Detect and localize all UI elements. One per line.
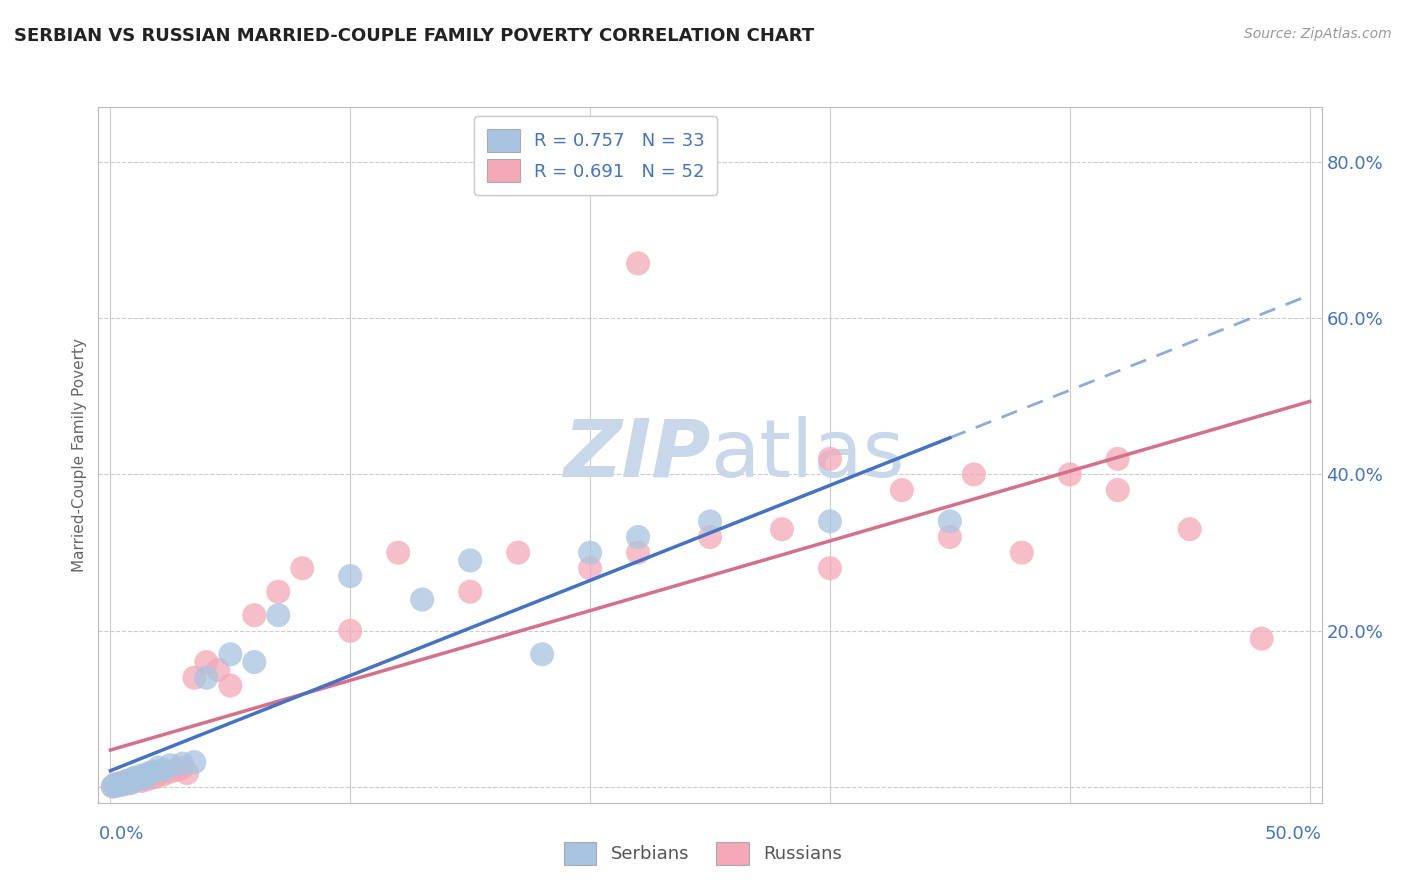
Point [111, 778, 134, 792]
Point [108, 777, 131, 791]
Point [131, 773, 153, 788]
Point [148, 761, 170, 775]
Point [128, 771, 150, 785]
Point [141, 771, 163, 785]
Point [818, 514, 841, 528]
Point [145, 770, 167, 784]
Point [107, 779, 129, 793]
Point [121, 775, 143, 789]
Point [267, 584, 290, 599]
Text: atlas: atlas [710, 416, 904, 494]
Point [108, 776, 131, 790]
Point [115, 776, 138, 790]
Point [152, 767, 174, 781]
Point [219, 679, 242, 693]
Point [219, 647, 242, 661]
Point [627, 546, 650, 560]
Point [339, 624, 361, 638]
Point [207, 663, 229, 677]
Point [458, 553, 481, 567]
Point [148, 766, 170, 780]
Point [458, 584, 481, 599]
Point [104, 777, 127, 791]
Point [818, 451, 841, 466]
Text: SERBIAN VS RUSSIAN MARRIED-COUPLE FAMILY POVERTY CORRELATION CHART: SERBIAN VS RUSSIAN MARRIED-COUPLE FAMILY… [14, 27, 814, 45]
Point [135, 770, 157, 784]
Point [699, 514, 721, 528]
Point [243, 655, 266, 669]
Point [118, 776, 141, 790]
Point [115, 773, 138, 788]
Point [101, 780, 124, 794]
Point [124, 771, 146, 785]
Point [387, 546, 409, 560]
Point [159, 758, 181, 772]
Point [114, 775, 136, 789]
Point [172, 756, 194, 771]
Point [1059, 467, 1081, 482]
Point [939, 514, 962, 528]
Point [159, 764, 181, 779]
Point [1250, 632, 1272, 646]
Y-axis label: Married-Couple Family Poverty: Married-Couple Family Poverty [72, 338, 87, 572]
Point [195, 655, 218, 669]
Point [1107, 451, 1129, 466]
Point [114, 774, 136, 789]
Point [166, 763, 188, 777]
Point [939, 530, 962, 544]
Point [531, 647, 554, 661]
Point [118, 773, 141, 788]
Point [125, 773, 148, 788]
Point [411, 592, 433, 607]
Legend: Serbians, Russians: Serbians, Russians [555, 833, 851, 874]
Point [195, 671, 218, 685]
Point [890, 483, 912, 497]
Point [1107, 483, 1129, 497]
Legend: R = 0.757   N = 33, R = 0.691   N = 52: R = 0.757 N = 33, R = 0.691 N = 52 [474, 116, 717, 195]
Point [176, 766, 198, 780]
Point [963, 467, 986, 482]
Point [1011, 546, 1033, 560]
Point [128, 772, 150, 787]
Point [1178, 522, 1201, 536]
Point [135, 772, 157, 787]
Point [339, 569, 361, 583]
Point [142, 767, 165, 781]
Point [111, 776, 134, 790]
Point [508, 546, 530, 560]
Point [132, 770, 155, 784]
Text: 50.0%: 50.0% [1265, 825, 1322, 843]
Point [818, 561, 841, 575]
Point [770, 522, 793, 536]
Point [124, 772, 146, 787]
Point [627, 530, 650, 544]
Text: ZIP: ZIP [562, 416, 710, 494]
Point [131, 768, 153, 782]
Point [104, 778, 127, 792]
Point [579, 546, 602, 560]
Point [107, 778, 129, 792]
Point [138, 766, 160, 780]
Point [183, 755, 205, 769]
Point [142, 764, 165, 779]
Text: 0.0%: 0.0% [98, 825, 143, 843]
Point [579, 561, 602, 575]
Point [291, 561, 314, 575]
Point [699, 530, 721, 544]
Point [243, 608, 266, 623]
Point [183, 671, 205, 685]
Text: Source: ZipAtlas.com: Source: ZipAtlas.com [1244, 27, 1392, 41]
Point [101, 780, 124, 794]
Point [152, 763, 174, 777]
Point [172, 761, 194, 775]
Point [138, 768, 160, 782]
Point [627, 256, 650, 270]
Point [267, 608, 290, 623]
Point [121, 772, 143, 787]
